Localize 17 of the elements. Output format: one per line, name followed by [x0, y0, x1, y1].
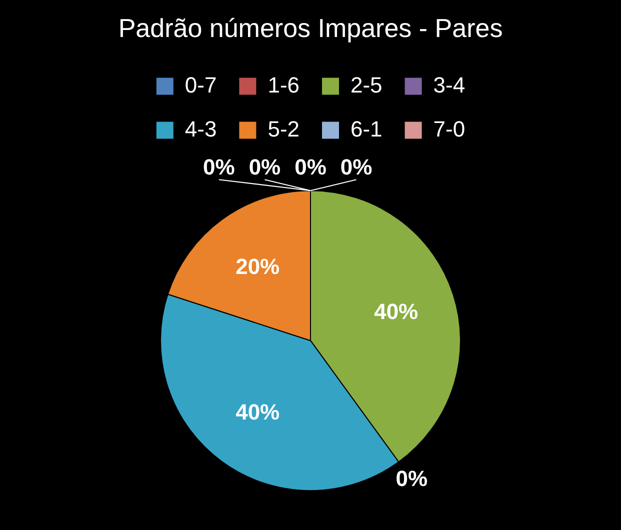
data-label: 40% [374, 298, 418, 324]
text: 0% [294, 154, 326, 180]
legend-label: 7-0 [433, 116, 466, 142]
text: 0% [248, 154, 281, 180]
legend-label: 5-2 [268, 116, 300, 142]
text: 0% [203, 154, 235, 180]
legend-label: 3-4 [433, 72, 466, 98]
legend-label: 6-1 [350, 116, 382, 142]
text: 0% [340, 154, 372, 180]
legend-label: 1-6 [268, 72, 300, 98]
legend-label: 0-7 [184, 72, 217, 98]
chart-title: Padrão números Impares - Pares [118, 12, 503, 43]
text: 0% [396, 466, 428, 491]
legend-label: 4-3 [184, 116, 217, 142]
data-label: 20% [236, 254, 280, 279]
legend-label: 2-5 [350, 72, 382, 98]
data-label: 40% [236, 399, 280, 424]
